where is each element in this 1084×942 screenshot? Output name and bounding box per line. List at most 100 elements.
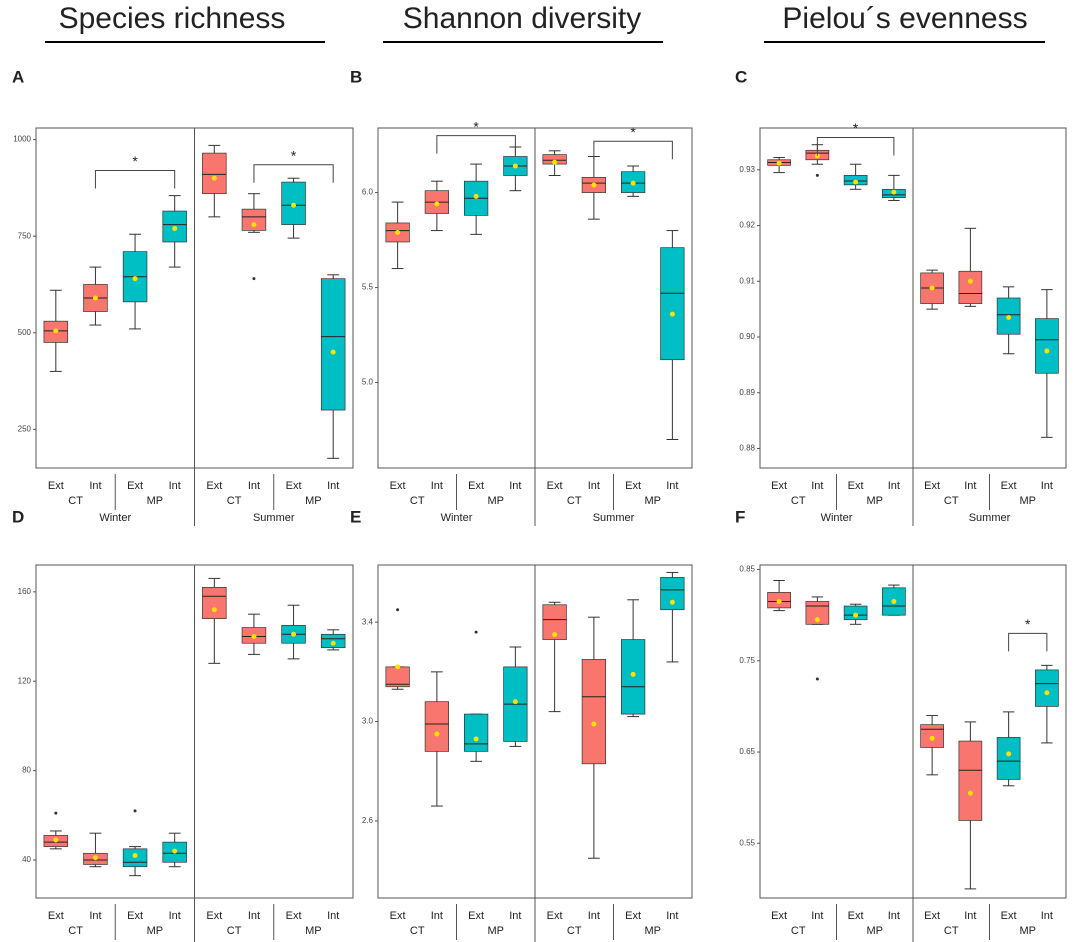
x-tick-label: Int <box>811 480 823 492</box>
column-title: Pielou´s evenness <box>782 2 1027 35</box>
mean <box>434 731 440 737</box>
column-title: Species richness <box>59 2 286 35</box>
significance-label: * <box>853 120 859 136</box>
y-tick-label: 0.85 <box>739 565 755 574</box>
box <box>958 270 983 304</box>
mean <box>552 632 558 638</box>
box <box>202 152 227 195</box>
mean <box>814 153 820 159</box>
box <box>1035 669 1059 707</box>
mean <box>395 229 401 235</box>
panel-label: D <box>12 507 24 526</box>
mean <box>1006 315 1012 321</box>
x-tick-label: Int <box>588 910 600 922</box>
group-label: CT <box>567 925 582 937</box>
y-tick-label: 5.5 <box>362 283 374 292</box>
y-tick-label: 0.88 <box>739 444 755 453</box>
y-tick-label: 0.93 <box>739 165 755 174</box>
y-tick-label: 0.91 <box>739 276 755 285</box>
x-tick-label: Ext <box>1001 480 1017 492</box>
mean <box>891 189 897 195</box>
y-tick-label: 250 <box>18 424 32 433</box>
group-label: MP <box>305 925 322 937</box>
x-tick-label: Int <box>169 480 181 492</box>
x-tick-label: Ext <box>848 480 864 492</box>
box <box>805 601 830 625</box>
mean <box>591 182 597 188</box>
significance-bracket <box>253 164 334 183</box>
x-tick-label: Ext <box>286 910 302 922</box>
panel-label: A <box>12 67 24 86</box>
x-tick-label: Ext <box>468 910 484 922</box>
outlier <box>815 677 819 681</box>
y-tick-label: 0.55 <box>739 838 755 847</box>
x-tick-label: Ext <box>547 480 563 492</box>
mean <box>211 175 217 181</box>
season-label: Summer <box>593 512 635 524</box>
mean <box>330 349 336 355</box>
x-tick-label: Ext <box>286 480 302 492</box>
x-tick-label: Ext <box>547 910 563 922</box>
mean <box>512 163 518 169</box>
y-tick-label: 0.89 <box>739 388 755 397</box>
x-tick-label: Int <box>1041 910 1053 922</box>
x-tick-label: Ext <box>771 480 787 492</box>
x-tick-label: Int <box>248 480 260 492</box>
y-tick-label: 40 <box>22 855 31 864</box>
x-tick-label: Int <box>509 480 521 492</box>
group-label: MP <box>488 925 505 937</box>
mean <box>669 311 675 317</box>
panel-label: F <box>735 507 745 526</box>
box <box>996 737 1021 780</box>
mean <box>669 599 675 605</box>
group-label: CT <box>410 495 425 507</box>
panel-label: E <box>350 507 361 526</box>
group-label: MP <box>645 925 662 937</box>
season-label: Summer <box>969 512 1011 524</box>
x-tick-label: Ext <box>48 480 64 492</box>
mean <box>473 736 479 742</box>
group-label: MP <box>645 495 662 507</box>
x-tick-label: Int <box>1041 480 1053 492</box>
x-tick-label: Int <box>509 910 521 922</box>
significance-bracket <box>593 140 673 160</box>
y-tick-label: 3.0 <box>362 717 374 726</box>
y-tick-label: 6.0 <box>362 188 374 197</box>
mean <box>967 790 973 796</box>
x-tick-label: Ext <box>206 480 222 492</box>
mean <box>395 664 401 670</box>
mean <box>291 631 297 637</box>
outlier <box>252 277 256 281</box>
group-label: MP <box>305 495 322 507</box>
y-tick-label: 80 <box>22 766 31 775</box>
season-label: Summer <box>253 512 295 524</box>
box <box>581 659 606 765</box>
mean <box>630 671 636 677</box>
y-tick-label: 160 <box>18 587 32 596</box>
y-tick-label: 120 <box>18 676 32 685</box>
outlier <box>474 630 478 634</box>
x-tick-label: Ext <box>625 480 641 492</box>
mean <box>552 159 558 165</box>
mean <box>967 278 973 284</box>
y-tick-label: 1000 <box>13 135 31 144</box>
outlier <box>815 173 819 177</box>
outlier <box>396 608 400 612</box>
significance-label: * <box>630 124 636 140</box>
x-tick-label: Int <box>169 910 181 922</box>
mean <box>53 328 59 334</box>
x-tick-label: Ext <box>206 910 222 922</box>
x-tick-label: Int <box>888 910 900 922</box>
group-label: MP <box>147 925 164 937</box>
mean <box>291 202 297 208</box>
group-label: CT <box>791 925 806 937</box>
mean <box>853 612 859 618</box>
group-label: CT <box>944 495 959 507</box>
x-tick-label: Int <box>89 480 101 492</box>
mean <box>251 634 257 640</box>
y-tick-label: 3.4 <box>362 617 374 626</box>
group-label: CT <box>791 495 806 507</box>
mean <box>211 607 217 613</box>
group-label: MP <box>867 495 884 507</box>
